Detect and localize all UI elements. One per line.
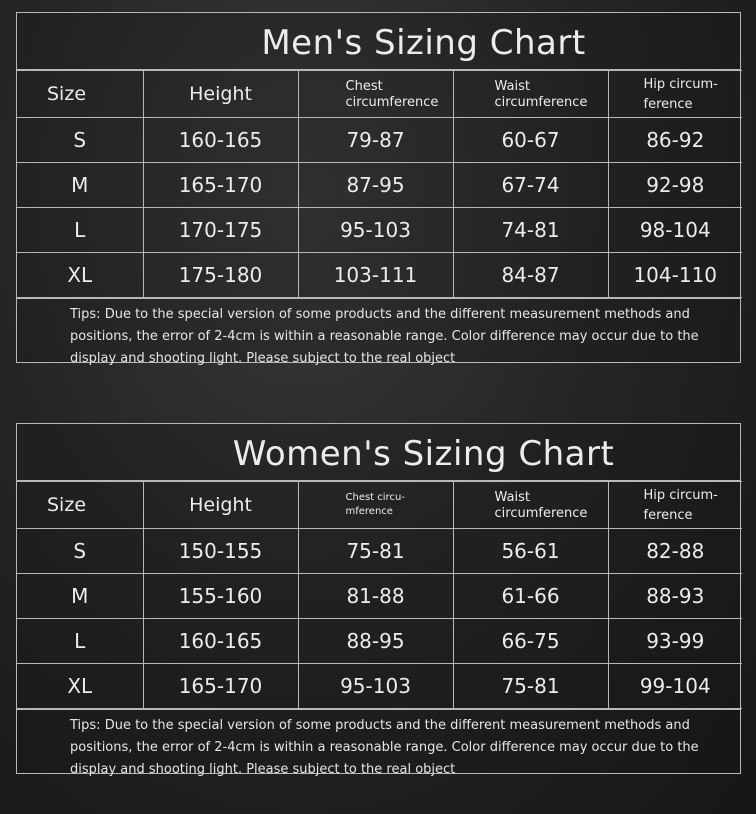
header-row: Size Height Chest circumference Waist circ… [17,70,742,118]
table-row: L 170-175 95-103 74-81 98-104 [17,207,742,253]
table-row: XL 175-180 103-111 84-87 104-110 [17,252,742,298]
height-cell: 170-175 [142,207,299,253]
header-chest: Chest circumference [297,70,454,118]
chest-cell: 95-103 [297,663,454,709]
hip-cell: 93-99 [607,618,742,664]
header-size: Size [17,70,144,118]
waist-cell: 56-61 [452,528,609,574]
height-cell: 175-180 [142,252,299,298]
table-row: L 160-165 88-95 66-75 93-99 [17,618,742,664]
mens-sizing-chart: Men's Sizing Chart Size Height Chest circ… [16,12,742,366]
header-height: Height [142,481,299,529]
chest-cell: 81-88 [297,573,454,619]
tips-note: Tips: Due to the special version of some… [17,709,740,781]
waist-cell: 74-81 [452,207,609,253]
height-cell: 150-155 [142,528,299,574]
sizing-table: Size Height Chest circu-mference Waist ci… [17,481,742,709]
header-size: Size [17,481,144,529]
chart-title: Men's Sizing Chart [17,13,740,70]
height-cell: 155-160 [142,573,299,619]
size-cell: M [17,162,144,208]
height-cell: 165-170 [142,663,299,709]
hip-cell: 88-93 [607,573,742,619]
hip-cell: 104-110 [607,252,742,298]
table-row: S 150-155 75-81 56-61 82-88 [17,528,742,574]
table-row: S 160-165 79-87 60-67 86-92 [17,117,742,163]
header-waist: Waist circumference [452,481,609,529]
size-cell: L [17,207,144,253]
size-cell: XL [17,252,144,298]
chest-cell: 95-103 [297,207,454,253]
header-waist: Waist circumference [452,70,609,118]
size-cell: M [17,573,144,619]
table-row: XL 165-170 95-103 75-81 99-104 [17,663,742,709]
hip-cell: 99-104 [607,663,742,709]
hip-cell: 86-92 [607,117,742,163]
header-hip: Hip circum-ference [607,481,742,529]
chest-cell: 87-95 [297,162,454,208]
size-cell: S [17,528,144,574]
waist-cell: 60-67 [452,117,609,163]
table-row: M 155-160 81-88 61-66 88-93 [17,573,742,619]
header-row: Size Height Chest circu-mference Waist ci… [17,481,742,529]
height-cell: 160-165 [142,618,299,664]
size-cell: L [17,618,144,664]
height-cell: 165-170 [142,162,299,208]
chest-cell: 103-111 [297,252,454,298]
chest-cell: 88-95 [297,618,454,664]
waist-cell: 66-75 [452,618,609,664]
hip-cell: 92-98 [607,162,742,208]
hip-cell: 82-88 [607,528,742,574]
waist-cell: 67-74 [452,162,609,208]
chart-title: Women's Sizing Chart [17,424,740,481]
waist-cell: 75-81 [452,663,609,709]
sizing-table: Size Height Chest circumference Waist circ… [17,70,742,298]
womens-sizing-chart: Women's Sizing Chart Size Height Chest c… [16,423,742,777]
size-cell: S [17,117,144,163]
chest-cell: 79-87 [297,117,454,163]
header-chest: Chest circu-mference [297,481,454,529]
height-cell: 160-165 [142,117,299,163]
size-cell: XL [17,663,144,709]
waist-cell: 84-87 [452,252,609,298]
header-hip: Hip circum-ference [607,70,742,118]
hip-cell: 98-104 [607,207,742,253]
header-height: Height [142,70,299,118]
chest-cell: 75-81 [297,528,454,574]
waist-cell: 61-66 [452,573,609,619]
table-row: M 165-170 87-95 67-74 92-98 [17,162,742,208]
tips-note: Tips: Due to the special version of some… [17,298,740,370]
